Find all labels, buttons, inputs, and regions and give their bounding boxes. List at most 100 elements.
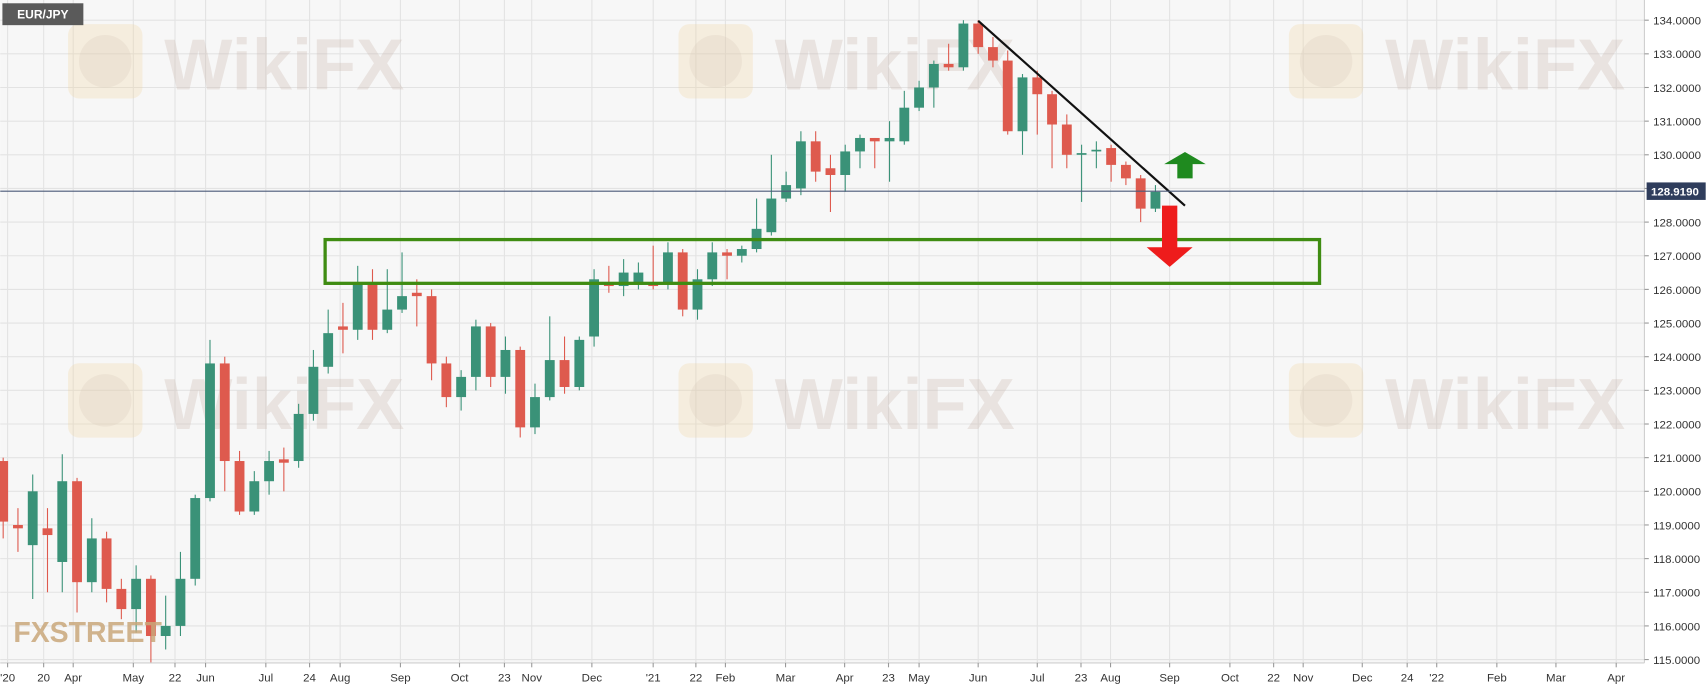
x-tick-label: Mar	[1546, 673, 1566, 685]
candle-body	[367, 282, 378, 330]
candle-body	[308, 366, 319, 414]
candle-body	[441, 363, 452, 398]
symbol-label: EUR/JPY	[17, 8, 68, 22]
candle-body	[264, 461, 275, 482]
candle-body	[13, 524, 23, 529]
x-tick-label: Jun	[969, 673, 987, 685]
candle-body	[677, 252, 688, 310]
x-tick-label: Apr	[836, 673, 854, 685]
candle-body	[869, 137, 880, 142]
x-tick-label: Jul	[258, 673, 273, 685]
watermark-logo	[678, 363, 753, 438]
grid	[0, 0, 1645, 663]
down-arrow	[1146, 205, 1193, 267]
watermark-logo	[678, 24, 753, 99]
candle-body	[27, 491, 38, 546]
candle-body	[1106, 148, 1117, 165]
x-tick-label: Mar	[776, 673, 796, 685]
candle-body	[589, 279, 600, 337]
candle-body	[131, 578, 142, 610]
candle-body	[57, 481, 68, 562]
x-tick-label: 22	[689, 673, 702, 685]
candle-body	[411, 292, 422, 297]
x-tick-label: 23	[498, 673, 511, 685]
candle-body	[825, 168, 836, 175]
candle-body	[530, 397, 540, 428]
y-tick-label: 130.0000	[1653, 150, 1701, 162]
y-tick-label: 123.0000	[1653, 386, 1701, 398]
watermark-logo-circle	[78, 374, 132, 427]
y-tick-label: 122.0000	[1653, 419, 1701, 431]
candle-body	[397, 296, 407, 310]
x-tick-label: Jun	[196, 673, 215, 685]
watermark: WikiFX	[1385, 26, 1625, 106]
candle-body	[0, 461, 9, 522]
y-tick-label: 126.0000	[1653, 285, 1701, 297]
y-tick-label: 117.0000	[1653, 588, 1700, 600]
y-tick-label: 132.0000	[1653, 83, 1701, 95]
candle-body	[707, 252, 718, 280]
candle-body	[234, 461, 245, 512]
x-tick-label: Sep	[1159, 673, 1179, 685]
symbol-box	[2, 3, 84, 26]
candle-body	[1017, 77, 1028, 132]
watermark: WikiFX	[164, 26, 404, 106]
candle-body	[1047, 94, 1057, 125]
candle-body	[766, 198, 777, 233]
candle-body	[855, 137, 865, 152]
candle-body	[928, 63, 939, 88]
annotations	[323, 19, 1322, 285]
y-tick-label: 120.0000	[1653, 487, 1701, 499]
y-tick-label: 119.0000	[1653, 520, 1700, 532]
candle-body	[899, 107, 910, 142]
last-price-box	[1646, 182, 1706, 200]
watermark-logo	[68, 363, 143, 438]
watermark-logo	[68, 24, 143, 99]
candle-body	[840, 151, 851, 175]
candle-body	[101, 538, 112, 589]
watermark-logo	[1288, 363, 1364, 438]
y-tick-label: 116.0000	[1653, 621, 1700, 633]
candle-body	[72, 481, 82, 583]
candle-body	[943, 63, 954, 68]
candle-body	[1002, 60, 1013, 132]
candle-body	[1091, 149, 1102, 152]
y-tick-label: 128.0000	[1653, 217, 1701, 229]
candles	[0, 20, 1161, 663]
x-tick-label: Feb	[716, 673, 736, 685]
x-tick-label: 24	[1401, 673, 1414, 685]
axes: 115.0000 116.0000 117.0000 118.0000 119.0000…	[0, 16, 1706, 685]
watermark-logo-circle	[1299, 374, 1353, 427]
candle-body	[145, 578, 156, 637]
candle-body	[663, 252, 673, 283]
candle-body	[485, 326, 496, 377]
candle-body	[338, 326, 348, 330]
x-tick-label: Nov	[1293, 673, 1314, 685]
candle-body	[190, 498, 201, 579]
x-tick-label: Dec	[1352, 673, 1373, 685]
candle-body	[470, 326, 481, 377]
candle-body	[175, 578, 186, 626]
candle-body	[1120, 164, 1131, 179]
x-tick-label: 23	[1075, 673, 1088, 685]
x-tick-label: 22	[169, 673, 182, 685]
watermark-logo-circle	[78, 35, 132, 88]
x-tick-label: Feb	[1487, 673, 1507, 685]
x-tick-label: Oct	[451, 673, 470, 685]
candle-body	[1135, 178, 1146, 209]
candle-body	[352, 282, 363, 330]
x-tick-label: Sep	[390, 673, 410, 685]
candle-body	[500, 349, 511, 377]
trend-line	[977, 19, 1186, 207]
x-tick-label: '22	[1429, 673, 1444, 685]
x-tick-label: 22	[1267, 673, 1280, 685]
candle-body	[722, 252, 732, 256]
x-tick-label: Oct	[1221, 673, 1240, 685]
candle-body	[574, 339, 585, 387]
plot-background	[0, 0, 1644, 663]
x-tick-label: Dec	[582, 673, 603, 685]
candle-body	[249, 481, 260, 512]
y-tick-label: 124.0000	[1653, 352, 1701, 364]
